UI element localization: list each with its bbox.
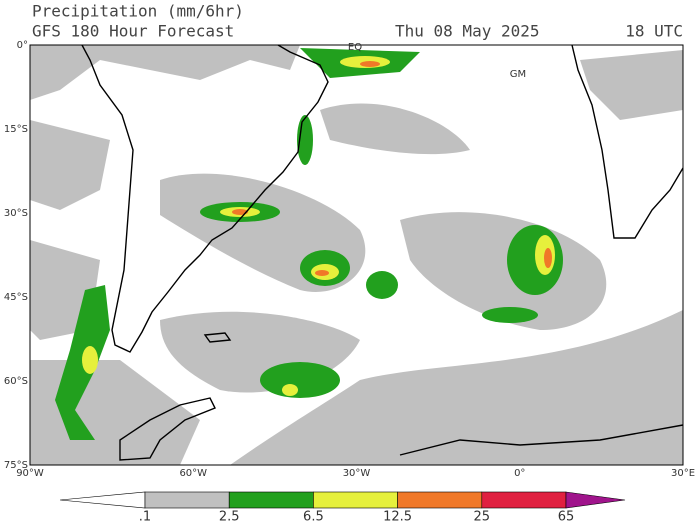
coastline	[399, 424, 684, 456]
moderate-precip	[55, 48, 563, 440]
lat-label: 60°S	[4, 376, 28, 387]
precip-area	[282, 384, 298, 396]
precip-area	[30, 120, 110, 210]
precip-area	[320, 103, 470, 155]
precip-area	[260, 362, 340, 398]
precip-area	[230, 310, 683, 465]
lat-label: 75°S	[4, 460, 28, 471]
coastline	[203, 332, 232, 343]
lat-label: 15°S	[4, 124, 28, 135]
coastline	[571, 44, 684, 239]
color-swatch	[481, 491, 567, 509]
lat-label: 0°	[17, 40, 28, 51]
map-frame	[29, 44, 684, 466]
precip-area	[30, 45, 300, 100]
date: Thu 08 May 2025	[395, 22, 540, 41]
color-swatch	[228, 491, 314, 509]
coastlines	[81, 44, 684, 461]
lon-label: 0°	[514, 468, 525, 479]
color-swatch	[144, 491, 230, 509]
precip-area	[366, 271, 398, 299]
time: 18 UTC	[625, 22, 683, 41]
lat-label: 45°S	[4, 292, 28, 303]
precip-area	[315, 270, 329, 276]
color-swatch	[313, 491, 398, 509]
title: Precipitation (mm/6hr)	[32, 2, 244, 21]
coastline	[81, 44, 329, 353]
map-area	[29, 44, 684, 466]
subtitle: GFS 180 Hour Forecast	[32, 22, 234, 41]
axis-labels: 0° 15°S 30°S 45°S 60°S 75°S90°W 60°W 30°W 0° 30°E	[4, 40, 695, 479]
legend-label: .1	[139, 510, 151, 525]
lon-label: 30°W	[343, 468, 371, 479]
color-swatch	[565, 491, 626, 509]
lon-label: 90°W	[16, 468, 44, 479]
color-swatch	[59, 491, 146, 509]
meridian-label: GM	[510, 69, 526, 80]
lat-label: 30°S	[4, 208, 28, 219]
precip-area	[580, 50, 683, 120]
equator-label: EQ	[348, 42, 362, 53]
precip-area	[482, 307, 538, 323]
legend-label: 25	[474, 510, 491, 525]
legend-label: 12.5	[383, 510, 412, 525]
legend-label: 6.5	[303, 510, 324, 525]
precip-area	[544, 248, 552, 268]
coastline	[119, 397, 216, 461]
precip-area	[360, 61, 380, 67]
lon-label: 30°E	[671, 468, 695, 479]
color-swatch	[397, 491, 483, 509]
lon-label: 60°W	[179, 468, 207, 479]
legend-label: 2.5	[219, 510, 240, 525]
color-bar: .1 2.5 6.5 12.5 25 65	[59, 491, 626, 525]
precip-area	[82, 346, 98, 374]
legend-label: 65	[558, 510, 575, 525]
